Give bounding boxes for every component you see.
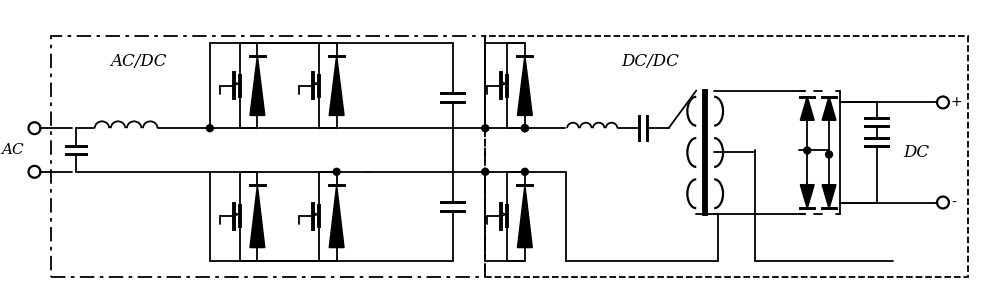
Circle shape (206, 125, 213, 132)
Circle shape (482, 168, 489, 175)
Text: AC/DC: AC/DC (111, 53, 167, 70)
Circle shape (521, 125, 528, 132)
Circle shape (826, 151, 833, 158)
Bar (485, 36, 968, 277)
Polygon shape (329, 56, 344, 116)
Circle shape (521, 168, 528, 175)
Polygon shape (250, 56, 265, 116)
Circle shape (804, 147, 811, 154)
Circle shape (333, 168, 340, 175)
Polygon shape (329, 185, 344, 248)
Bar (51, 36, 485, 277)
Text: DC: DC (903, 144, 929, 161)
Text: -: - (951, 196, 956, 209)
Circle shape (482, 125, 489, 132)
Text: AC: AC (1, 143, 24, 157)
Polygon shape (800, 97, 814, 120)
Polygon shape (822, 97, 836, 120)
Text: DC/DC: DC/DC (621, 53, 679, 70)
Polygon shape (250, 185, 265, 248)
Text: +: + (951, 95, 963, 110)
Circle shape (521, 125, 528, 132)
Polygon shape (517, 185, 532, 248)
Polygon shape (822, 185, 836, 208)
Polygon shape (800, 185, 814, 208)
Polygon shape (517, 56, 532, 116)
